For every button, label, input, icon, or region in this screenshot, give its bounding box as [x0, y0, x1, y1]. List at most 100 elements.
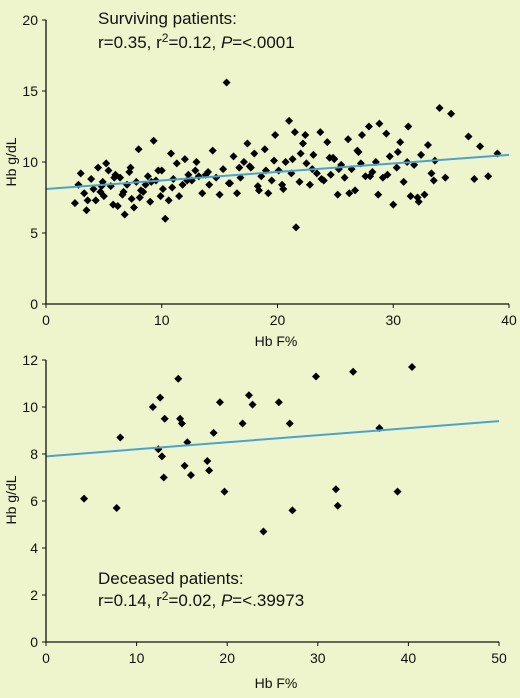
x-tick-label: 50 [491, 650, 507, 666]
annotation-title: Surviving patients: [98, 9, 237, 28]
data-point [191, 166, 200, 175]
x-ticks: 0 10 20 30 40 [42, 304, 517, 328]
data-point [80, 494, 89, 503]
data-point [243, 139, 252, 148]
data-point [427, 169, 436, 178]
data-point [301, 131, 310, 140]
x-tick-label: 10 [129, 650, 145, 666]
data-point [366, 172, 375, 181]
data-point [157, 452, 166, 461]
data-point [305, 180, 314, 189]
data-point [441, 173, 450, 182]
annotation-sup: 2 [162, 589, 169, 603]
data-point [271, 131, 280, 140]
data-point [292, 223, 301, 232]
data-point [279, 184, 288, 193]
annotation-sup: 2 [162, 31, 169, 45]
data-point [340, 173, 349, 182]
data-point [417, 150, 426, 159]
data-point [104, 166, 113, 175]
data-point [382, 129, 391, 138]
data-point [420, 190, 429, 199]
data-point [110, 173, 119, 182]
data-point [168, 183, 177, 192]
data-point [113, 202, 122, 211]
data-point [215, 190, 224, 199]
data-point [76, 169, 85, 178]
data-point [204, 167, 213, 176]
x-axis-label: Hb F% [255, 675, 298, 691]
data-point [464, 132, 473, 141]
y-tick-label: 15 [22, 83, 38, 99]
plot-area [45, 363, 500, 536]
y-axis-label: Hb g/dL [3, 475, 19, 524]
data-point [135, 193, 144, 202]
data-point [435, 104, 444, 113]
x-tick-label: 10 [154, 312, 170, 328]
data-point [285, 116, 294, 125]
data-point [127, 194, 136, 203]
data-point [83, 196, 92, 205]
data-point [116, 173, 125, 182]
annotation-r: r=0.14, r [98, 591, 162, 610]
annotation-pval: =<.0001 [232, 33, 294, 52]
data-point [161, 214, 170, 223]
data-point [353, 146, 362, 155]
data-point [167, 149, 176, 158]
data-point [224, 179, 233, 188]
data-point [159, 473, 168, 482]
data-point [82, 206, 91, 215]
x-axis-label: Hb F% [255, 333, 298, 349]
annotation-title: Deceased patients: [98, 569, 244, 588]
data-point [126, 163, 135, 172]
data-point [406, 192, 415, 201]
annotation-surviving: Surviving patients: r=0.35, r2=0.12, P=<… [98, 9, 295, 52]
y-tick-label: 4 [30, 540, 38, 556]
data-point [414, 197, 423, 206]
data-point [385, 152, 394, 161]
x-tick-label: 40 [401, 650, 417, 666]
y-tick-label: 5 [30, 225, 38, 241]
data-point [116, 433, 125, 442]
data-point [254, 186, 263, 195]
data-point [392, 163, 401, 172]
data-point [89, 184, 98, 193]
data-point [393, 148, 402, 157]
x-tick-label: 30 [385, 312, 401, 328]
x-tick-label: 20 [219, 650, 235, 666]
data-point [174, 374, 183, 383]
data-point [484, 172, 493, 181]
annotation-stats: r=0.14, r2=0.02, P=<.39973 [98, 589, 304, 610]
data-point [235, 163, 244, 172]
data-point [180, 461, 189, 470]
data-point [238, 419, 247, 428]
data-point [344, 135, 353, 144]
data-point [164, 196, 173, 205]
data-point [222, 78, 231, 87]
y-ticks: 0 5 10 15 20 [22, 12, 46, 312]
data-point [357, 131, 366, 140]
data-point [87, 175, 96, 184]
data-point [264, 189, 273, 198]
y-tick-label: 12 [22, 352, 38, 368]
data-point [316, 128, 325, 137]
data-point [119, 187, 128, 196]
y-tick-label: 10 [22, 399, 38, 415]
data-point [215, 398, 224, 407]
data-point [160, 414, 169, 423]
data-point [309, 150, 318, 159]
data-point [447, 109, 456, 118]
x-ticks: 0 10 20 30 40 50 [42, 642, 507, 666]
data-point [250, 149, 259, 158]
y-tick-label: 6 [30, 493, 38, 509]
data-point [198, 189, 207, 198]
annotation-eq: =0.12, [168, 33, 220, 52]
x-tick-label: 20 [270, 312, 286, 328]
y-tick-label: 0 [30, 296, 38, 312]
data-point [333, 190, 342, 199]
data-point [364, 122, 373, 131]
annotation-r: r=0.35, r [98, 33, 162, 52]
data-point [229, 152, 238, 161]
y-tick-label: 8 [30, 446, 38, 462]
data-point [157, 166, 166, 175]
